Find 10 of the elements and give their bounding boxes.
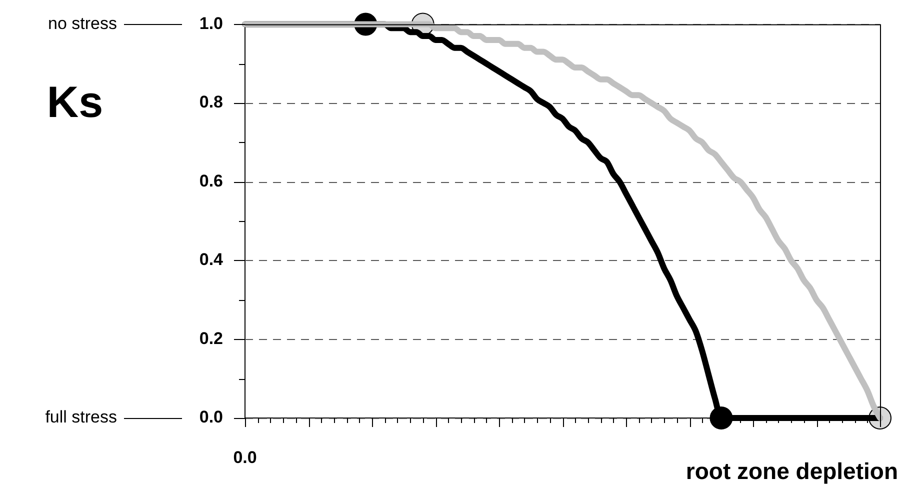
- y-axis-title: Ks: [46, 78, 104, 128]
- y-tick-label: 0.8: [199, 92, 223, 112]
- y-tick-label: 0.4: [199, 250, 224, 270]
- y-tick-label: 1.0: [199, 14, 223, 33]
- x-axis-title: root zone depletion: [686, 458, 898, 484]
- text: full stress: [45, 408, 117, 427]
- y-tick-label: 0.2: [199, 328, 223, 348]
- text: no stress: [48, 14, 117, 33]
- y-tick-label: 0.0: [199, 408, 223, 427]
- y-tick-label: 0.6: [199, 171, 223, 190]
